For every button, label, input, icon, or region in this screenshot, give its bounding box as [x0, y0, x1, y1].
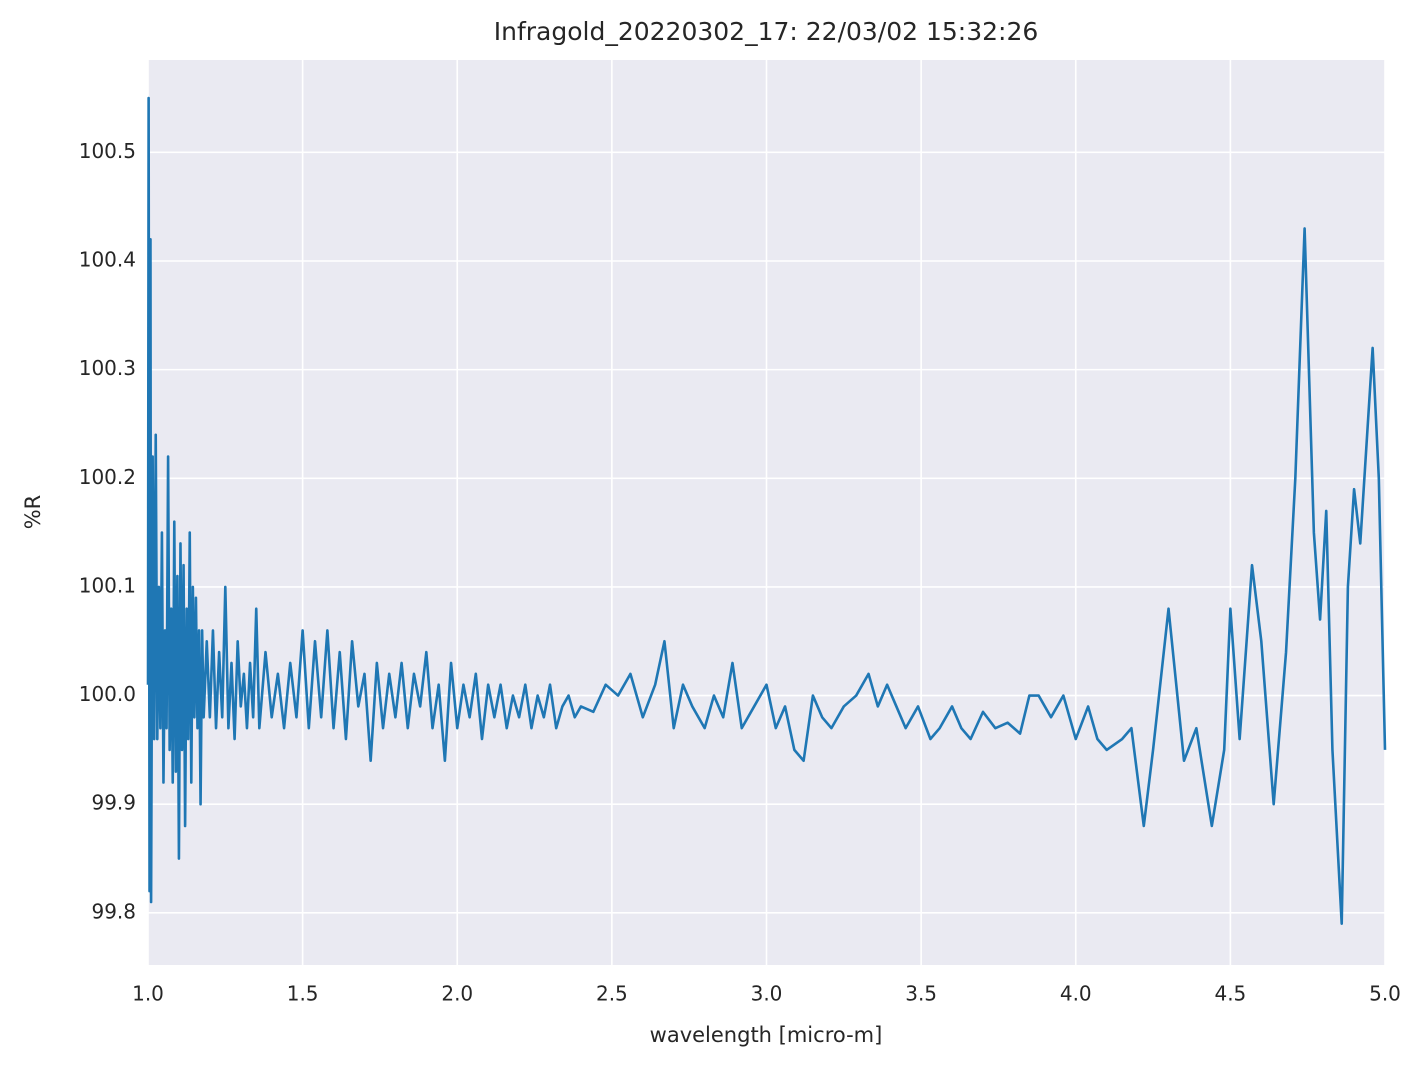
y-tick-label: 100.3 [79, 356, 136, 380]
y-tick-label: 100.5 [79, 139, 136, 163]
x-tick-label: 4.0 [1060, 982, 1092, 1006]
y-axis-label: %R [21, 495, 45, 530]
x-tick-label: 2.0 [441, 982, 473, 1006]
x-tick-label: 1.5 [287, 982, 319, 1006]
chart-title: Infragold_20220302_17: 22/03/02 15:32:26 [494, 17, 1039, 46]
y-tick-label: 100.2 [79, 465, 136, 489]
x-tick-label: 1.0 [132, 982, 164, 1006]
y-tick-label: 100.1 [79, 573, 136, 597]
x-tick-label: 3.0 [751, 982, 783, 1006]
x-tick-label: 4.5 [1214, 982, 1246, 1006]
y-tick-label: 99.9 [91, 791, 136, 815]
data-line [146, 96, 1387, 926]
x-axis-label: wavelength [micro-m] [650, 1023, 883, 1047]
x-tick-label: 3.5 [905, 982, 937, 1006]
y-tick-label: 100.0 [79, 682, 136, 706]
x-tick-label: 5.0 [1369, 982, 1401, 1006]
x-tick-label: 2.5 [596, 982, 628, 1006]
y-tick-label: 99.8 [91, 899, 136, 923]
y-tick-label: 100.4 [79, 247, 136, 271]
